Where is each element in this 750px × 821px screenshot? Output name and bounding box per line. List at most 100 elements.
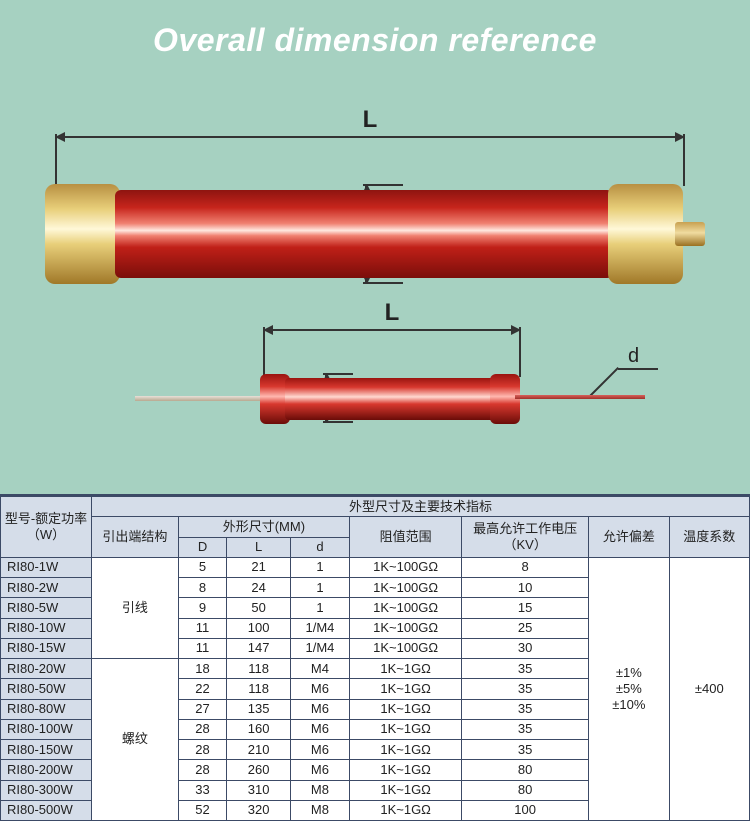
dim-label-L2: L — [385, 299, 400, 327]
cell-model: RI80-5W — [1, 598, 92, 618]
cell-v: 35 — [462, 699, 589, 719]
cell-D: 5 — [178, 557, 227, 577]
cell-r: 1K~100GΩ — [350, 618, 462, 638]
cell-L: 24 — [227, 578, 290, 598]
cell-model: RI80-2W — [1, 578, 92, 598]
cell-v: 25 — [462, 618, 589, 638]
spec-table-container: 型号-额定功率（W） 外型尺寸及主要技术指标 引出端结构 外形尺寸(MM) 阻值… — [0, 494, 750, 821]
th-top: 外型尺寸及主要技术指标 — [91, 497, 749, 517]
resistor-small-illustration — [135, 374, 645, 424]
cell-r: 1K~100GΩ — [350, 578, 462, 598]
cell-D: 27 — [178, 699, 227, 719]
cell-L: 135 — [227, 699, 290, 719]
cell-d: M6 — [290, 699, 349, 719]
cell-d: 1 — [290, 578, 349, 598]
cell-d: 1 — [290, 557, 349, 577]
cell-v: 80 — [462, 760, 589, 780]
cell-L: 310 — [227, 780, 290, 800]
cell-r: 1K~1GΩ — [350, 659, 462, 679]
cell-D: 11 — [178, 638, 227, 658]
cell-lead-screw: 螺纹 — [91, 659, 178, 821]
cell-D: 33 — [178, 780, 227, 800]
cell-v: 35 — [462, 659, 589, 679]
dim-L-small: L — [263, 317, 521, 375]
cell-v: 80 — [462, 780, 589, 800]
cell-L: 21 — [227, 557, 290, 577]
cell-model: RI80-50W — [1, 679, 92, 699]
cell-d: 1/M4 — [290, 618, 349, 638]
cell-L: 118 — [227, 659, 290, 679]
spec-table: 型号-额定功率（W） 外型尺寸及主要技术指标 引出端结构 外形尺寸(MM) 阻值… — [0, 496, 750, 821]
cell-model: RI80-15W — [1, 638, 92, 658]
cell-D: 52 — [178, 800, 227, 820]
cell-D: 22 — [178, 679, 227, 699]
th-tol: 允许偏差 — [589, 517, 669, 558]
cell-d: M6 — [290, 760, 349, 780]
cell-v: 35 — [462, 719, 589, 739]
th-dim-group: 外形尺寸(MM) — [178, 517, 349, 537]
cell-D: 28 — [178, 760, 227, 780]
cell-model: RI80-20W — [1, 659, 92, 679]
cell-r: 1K~1GΩ — [350, 699, 462, 719]
th-lead: 引出端结构 — [91, 517, 178, 558]
cell-d: M8 — [290, 800, 349, 820]
cell-lead-wire: 引线 — [91, 557, 178, 658]
th-temp: 温度系数 — [669, 517, 749, 558]
cell-r: 1K~1GΩ — [350, 760, 462, 780]
cell-model: RI80-100W — [1, 719, 92, 739]
cell-D: 8 — [178, 578, 227, 598]
th-model: 型号-额定功率（W） — [1, 497, 92, 558]
cell-d: 1/M4 — [290, 638, 349, 658]
cell-d: 1 — [290, 598, 349, 618]
cell-r: 1K~1GΩ — [350, 780, 462, 800]
cell-L: 160 — [227, 719, 290, 739]
cell-L: 50 — [227, 598, 290, 618]
dimension-diagram: L D L D d — [0, 69, 750, 494]
cell-r: 1K~1GΩ — [350, 719, 462, 739]
cell-L: 320 — [227, 800, 290, 820]
dim-label-L1: L — [363, 106, 378, 134]
cell-model: RI80-10W — [1, 618, 92, 638]
th-volt: 最高允许工作电压（KV） — [462, 517, 589, 558]
cell-r: 1K~1GΩ — [350, 800, 462, 820]
cell-model: RI80-80W — [1, 699, 92, 719]
cell-d: M4 — [290, 659, 349, 679]
cell-v: 35 — [462, 679, 589, 699]
cell-D: 28 — [178, 719, 227, 739]
th-range: 阻值范围 — [350, 517, 462, 558]
cell-v: 10 — [462, 578, 589, 598]
cell-L: 118 — [227, 679, 290, 699]
cell-v: 100 — [462, 800, 589, 820]
cell-r: 1K~100GΩ — [350, 638, 462, 658]
cell-L: 147 — [227, 638, 290, 658]
cell-v: 15 — [462, 598, 589, 618]
cell-model: RI80-300W — [1, 780, 92, 800]
cell-v: 35 — [462, 740, 589, 760]
cell-r: 1K~100GΩ — [350, 598, 462, 618]
cell-d: M6 — [290, 679, 349, 699]
cell-D: 11 — [178, 618, 227, 638]
cell-D: 18 — [178, 659, 227, 679]
cell-model: RI80-500W — [1, 800, 92, 820]
dim-label-d: d — [628, 345, 639, 368]
cell-model: RI80-1W — [1, 557, 92, 577]
cell-r: 1K~1GΩ — [350, 679, 462, 699]
cell-d: M6 — [290, 719, 349, 739]
th-L: L — [227, 537, 290, 557]
page-title: Overall dimension reference — [0, 0, 750, 69]
cell-r: 1K~100GΩ — [350, 557, 462, 577]
cell-L: 260 — [227, 760, 290, 780]
cell-d: M6 — [290, 740, 349, 760]
th-D: D — [178, 537, 227, 557]
cell-d: M8 — [290, 780, 349, 800]
cell-tempco: ±400 — [669, 557, 749, 820]
cell-model: RI80-150W — [1, 740, 92, 760]
cell-model: RI80-200W — [1, 760, 92, 780]
cell-D: 9 — [178, 598, 227, 618]
cell-r: 1K~1GΩ — [350, 740, 462, 760]
cell-L: 100 — [227, 618, 290, 638]
cell-v: 8 — [462, 557, 589, 577]
cell-D: 28 — [178, 740, 227, 760]
cell-v: 30 — [462, 638, 589, 658]
resistor-large-illustration — [45, 184, 705, 284]
